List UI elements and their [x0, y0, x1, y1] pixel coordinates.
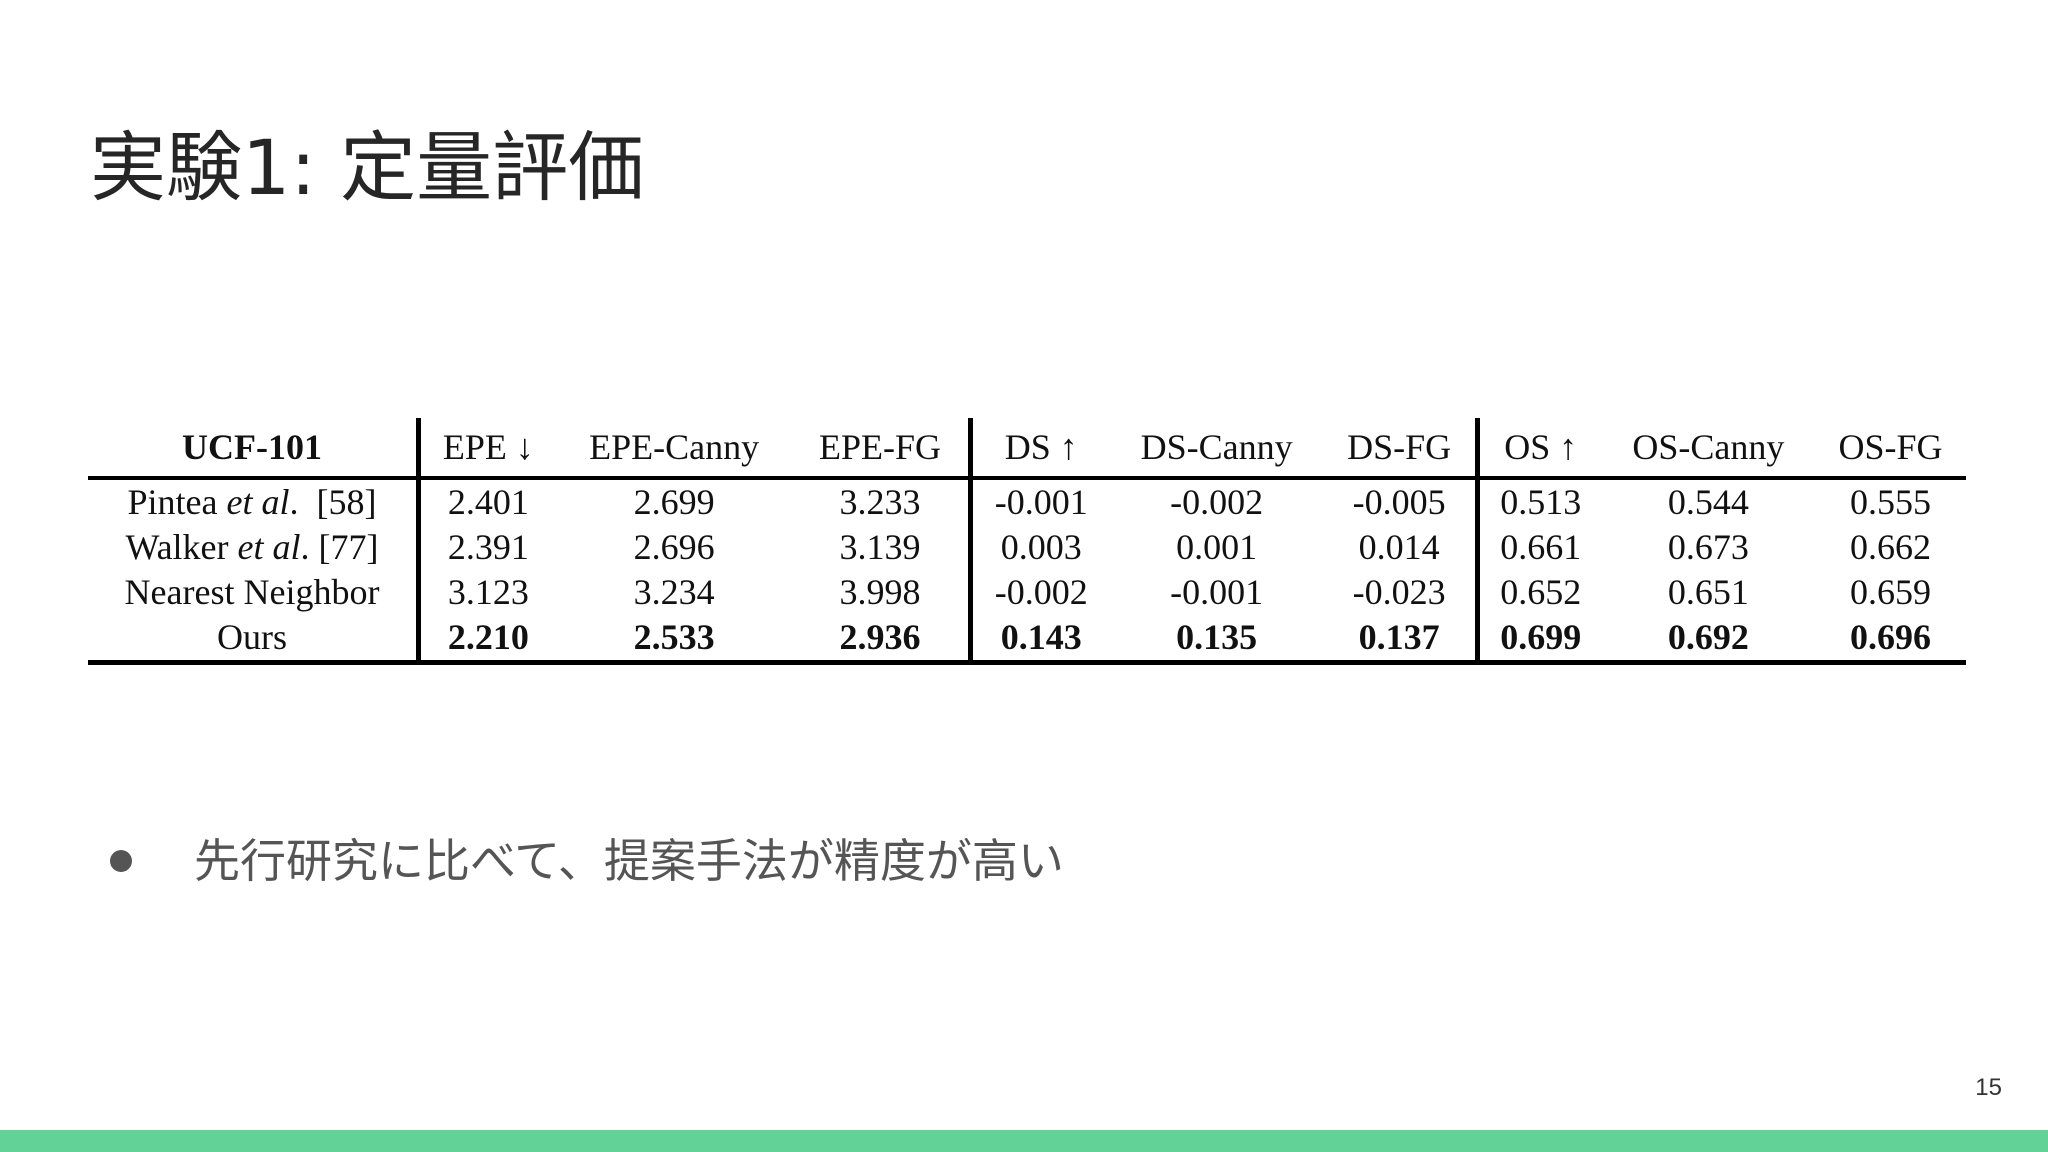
value-cell: 0.513	[1500, 482, 1582, 522]
value-cell: 0.001	[1176, 527, 1258, 567]
value-cell: 0.662	[1850, 527, 1931, 567]
value-cell: 2.210	[418, 615, 556, 665]
column-header: OS ↑	[1477, 418, 1602, 480]
value-cell: 0.651	[1667, 572, 1749, 612]
value-cell: -0.001	[994, 482, 1088, 522]
value-cell: 0.659	[1850, 572, 1931, 612]
value-cell: 0.555	[1850, 482, 1931, 522]
table-header-row: UCF-101 EPE ↓ EPE-Canny EPE-FG DS ↑ DS-C…	[88, 418, 1966, 480]
method-name-italic: et al	[237, 527, 301, 567]
value-cell: 0.143	[970, 615, 1110, 665]
value-cell: 0.003	[1000, 527, 1082, 567]
bullet-dot-icon	[110, 850, 132, 872]
footer-accent-bar	[0, 1130, 2048, 1152]
value-cell: -0.005	[1323, 478, 1480, 525]
slide-title: 実験1: 定量評価	[90, 123, 645, 212]
column-header: DS-Canny	[1109, 418, 1324, 480]
method-cell: Walker et al. [77]	[88, 525, 421, 570]
column-header: OS-Canny	[1601, 418, 1815, 480]
value-cell: 3.233	[792, 478, 973, 525]
value-cell: 0.699	[1477, 615, 1602, 665]
column-header: DS-FG	[1323, 418, 1480, 480]
column-header: EPE-FG	[792, 418, 973, 480]
method-cell: Ours	[88, 615, 421, 665]
value-cell: 2.533	[555, 615, 793, 665]
value-cell: 0.135	[1109, 615, 1324, 665]
value-cell: 0.014	[1323, 525, 1480, 570]
method-name: Pintea	[127, 482, 218, 522]
method-citation: . [58]	[289, 482, 377, 522]
value-cell: 3.998	[792, 570, 973, 615]
method-name-italic: et al	[226, 482, 290, 522]
value-cell: -0.002	[994, 572, 1088, 612]
column-header: DS ↑	[970, 418, 1110, 480]
value-cell: 0.696	[1815, 615, 1966, 665]
results-table-container: UCF-101 EPE ↓ EPE-Canny EPE-FG DS ↑ DS-C…	[88, 418, 1966, 665]
value-cell: 0.661	[1500, 527, 1582, 567]
dataset-header: UCF-101	[88, 418, 421, 480]
table-row: Nearest Neighbor 3.123 3.234 3.998 -0.00…	[88, 570, 1966, 615]
value-cell: 0.652	[1500, 572, 1582, 612]
bullet-text: 先行研究に比べて、提案手法が精度が高い	[194, 834, 1064, 888]
value-cell: 0.544	[1667, 482, 1749, 522]
column-header: OS-FG	[1815, 418, 1966, 480]
value-cell: -0.001	[1170, 572, 1264, 612]
value-cell: 0.137	[1323, 615, 1480, 665]
table-row: Pintea et al. [58] 2.401 2.699 3.233 -0.…	[88, 478, 1966, 525]
value-cell: 0.673	[1667, 527, 1749, 567]
slide-number: 15	[1975, 1074, 2002, 1101]
value-cell: 2.401	[447, 482, 529, 522]
column-header: EPE ↓	[418, 418, 556, 480]
table-row: Walker et al. [77] 2.391 2.696 3.139 0.0…	[88, 525, 1966, 570]
method-citation: . [77]	[300, 527, 379, 567]
value-cell: 3.234	[633, 572, 715, 612]
method-name: Walker	[125, 527, 229, 567]
value-cell: 0.692	[1601, 615, 1815, 665]
value-cell: -0.002	[1170, 482, 1264, 522]
value-cell: 2.936	[792, 615, 973, 665]
value-cell: 2.699	[633, 482, 715, 522]
value-cell: 3.123	[447, 572, 529, 612]
value-cell: 2.696	[633, 527, 715, 567]
value-cell: -0.023	[1323, 570, 1480, 615]
method-cell: Nearest Neighbor	[88, 570, 421, 615]
results-table: UCF-101 EPE ↓ EPE-Canny EPE-FG DS ↑ DS-C…	[88, 418, 1966, 665]
method-cell: Pintea et al. [58]	[88, 478, 421, 525]
value-cell: 2.391	[447, 527, 529, 567]
value-cell: 3.139	[792, 525, 973, 570]
column-header: EPE-Canny	[555, 418, 793, 480]
table-row-ours: Ours 2.210 2.533 2.936 0.143 0.135 0.137…	[88, 615, 1966, 665]
